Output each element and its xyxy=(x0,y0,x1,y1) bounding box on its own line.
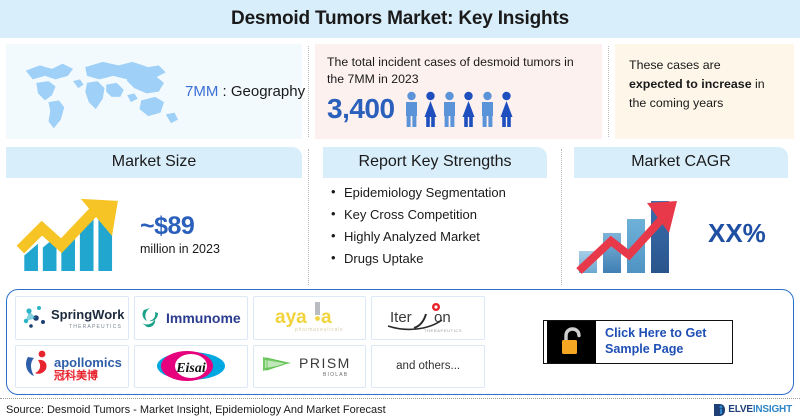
market-cagr-title: Market CAGR xyxy=(574,147,788,178)
market-cagr-body: XX% xyxy=(568,178,794,287)
divider-1 xyxy=(308,46,309,137)
partners-box: SpringWorks THERAPEUTICS Immunome xyxy=(6,289,794,395)
top-stats-row: 7MM : Geography The total incident cases… xyxy=(0,38,800,143)
delveinsight-wordmark: ELVEINSIGHT xyxy=(728,404,792,415)
svg-text:PRISM: PRISM xyxy=(299,355,351,371)
divider-3 xyxy=(308,149,309,285)
person-icon xyxy=(500,91,513,128)
incident-cases-value: 3,400 xyxy=(327,93,395,125)
person-icon xyxy=(424,91,437,128)
delveinsight-mark-icon xyxy=(714,403,726,416)
incident-cases-description: The total incident cases of desmoid tumo… xyxy=(327,55,574,86)
apollomics-logo: apollomics 冠科美博 xyxy=(25,350,122,382)
increase-line-3: the coming years xyxy=(629,96,724,111)
report-strengths-body: Epidemiology Segmentation Key Cross Comp… xyxy=(315,178,555,287)
market-size-title: Market Size xyxy=(6,147,302,178)
svg-text:Iter: Iter xyxy=(390,309,412,326)
company-logo-immunome[interactable]: Immunome xyxy=(133,296,248,340)
increase-emphasis: expected to increase xyxy=(629,77,752,92)
panels-row: Market Size ~$89 million in 2023 xyxy=(0,143,800,289)
market-size-figure: ~$89 million in 2023 xyxy=(140,212,220,256)
open-padlock-icon xyxy=(561,327,581,354)
company-logo-and-others[interactable]: and others... xyxy=(371,344,485,388)
cta-lock-box xyxy=(544,321,596,363)
people-icons xyxy=(403,91,515,128)
person-icon xyxy=(481,91,493,128)
list-item: Highly Analyzed Market xyxy=(331,229,506,243)
increase-note-panel: These cases are expected to increase in … xyxy=(615,44,794,139)
market-cagr-value: XX% xyxy=(708,218,766,248)
divider-4 xyxy=(561,149,562,285)
list-item: Epidemiology Segmentation xyxy=(331,185,506,199)
svg-text:Eisai: Eisai xyxy=(175,361,206,376)
iterion-logo: Iter on THERAPEUTICS xyxy=(387,302,462,333)
and-others-text: and others... xyxy=(396,360,461,373)
increase-note-text: These cases are expected to increase in … xyxy=(629,56,784,114)
svg-text:aya: aya xyxy=(275,307,307,328)
incident-cases-figure: 3,400 xyxy=(327,91,592,128)
sample-page-button[interactable]: Click Here to Get Sample Page xyxy=(543,320,733,364)
brand-part-a: ELVE xyxy=(728,404,753,415)
geography-text: Geography xyxy=(230,83,306,100)
report-strengths-title: Report Key Strengths xyxy=(323,147,547,178)
geography-separator: : xyxy=(218,83,231,100)
header-band: Desmoid Tumors Market: Key Insights xyxy=(0,0,800,38)
eisai-logo: Eisai xyxy=(156,351,225,382)
list-item: Drugs Uptake xyxy=(331,251,506,265)
company-logo-springworks[interactable]: SpringWorks THERAPEUTICS xyxy=(15,296,129,340)
ayala-logo: aya a pharmaceuticals xyxy=(275,301,343,333)
increase-line-1: These cases are xyxy=(629,58,721,72)
company-logo-eisai[interactable]: Eisai xyxy=(133,344,248,388)
incident-cases-panel: The total incident cases of desmoid tumo… xyxy=(315,44,602,139)
company-logo-prism[interactable]: PRISM BIOLAB xyxy=(252,344,367,388)
cta-line-2: Sample Page xyxy=(605,342,684,356)
company-logo-iterion[interactable]: Iter on THERAPEUTICS xyxy=(371,296,485,340)
immunome-logo: Immunome xyxy=(142,307,241,327)
footer-source: Source: Desmoid Tumors - Market Insight,… xyxy=(6,403,386,416)
svg-text:冠科美博: 冠科美博 xyxy=(54,368,98,382)
svg-text:THERAPEUTICS: THERAPEUTICS xyxy=(424,328,462,333)
person-icon xyxy=(462,91,475,128)
strengths-list: Epidemiology Segmentation Key Cross Comp… xyxy=(331,185,506,274)
market-size-subtitle: million in 2023 xyxy=(140,241,220,256)
geography-scope: 7MM xyxy=(185,83,219,100)
page-title: Desmoid Tumors Market: Key Insights xyxy=(231,8,569,29)
divider-2 xyxy=(608,46,609,137)
svg-text:THERAPEUTICS: THERAPEUTICS xyxy=(69,324,122,330)
delveinsight-logo: ELVEINSIGHT xyxy=(713,403,792,417)
footer: Source: Desmoid Tumors - Market Insight,… xyxy=(0,398,800,420)
cta-line-1: Click Here to Get xyxy=(605,326,707,341)
report-strengths-panel: Report Key Strengths Epidemiology Segmen… xyxy=(315,147,555,287)
world-map-icon xyxy=(25,61,178,128)
svg-text:apollomics: apollomics xyxy=(54,355,122,370)
cta-zone: Click Here to Get Sample Page xyxy=(491,296,785,388)
brand-part-b: INSIGHT xyxy=(752,404,792,415)
company-logo-ayala[interactable]: aya a pharmaceuticals xyxy=(252,296,367,340)
svg-text:SpringWorks: SpringWorks xyxy=(51,307,124,322)
market-cagr-panel: Market CAGR xyxy=(568,147,794,287)
geography-panel: 7MM : Geography xyxy=(6,44,305,139)
company-logo-apollomics[interactable]: apollomics 冠科美博 xyxy=(15,344,129,388)
svg-text:pharmaceuticals: pharmaceuticals xyxy=(295,327,343,333)
svg-text:a: a xyxy=(321,307,332,328)
increase-line-2-tail: in xyxy=(751,77,765,92)
company-logo-grid: SpringWorks THERAPEUTICS Immunome xyxy=(15,296,485,388)
geography-label: 7MM : Geography xyxy=(185,83,305,100)
svg-text:Immunome: Immunome xyxy=(166,310,241,326)
list-item: Key Cross Competition xyxy=(331,207,506,221)
market-size-body: ~$89 million in 2023 xyxy=(6,178,302,287)
prism-logo: PRISM BIOLAB xyxy=(263,355,351,378)
cagr-bar-chart-icon xyxy=(576,200,677,274)
market-size-value: ~$89 xyxy=(140,211,195,240)
svg-text:BIOLAB: BIOLAB xyxy=(323,372,348,378)
person-icon xyxy=(443,91,455,128)
cta-label: Click Here to Get Sample Page xyxy=(596,321,732,363)
market-size-panel: Market Size ~$89 million in 2023 xyxy=(6,147,302,287)
springworks-logo: SpringWorks THERAPEUTICS xyxy=(24,305,124,330)
growth-bar-chart-icon xyxy=(16,198,118,271)
person-icon xyxy=(405,91,417,128)
